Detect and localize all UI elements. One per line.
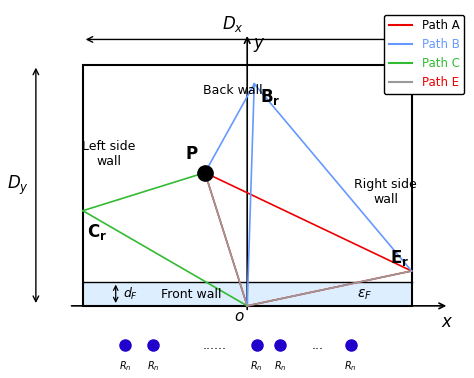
Text: Back wall: Back wall — [203, 84, 263, 97]
Text: $\mathbf{B_r}$: $\mathbf{B_r}$ — [260, 87, 281, 107]
Text: $R_n$: $R_n$ — [147, 359, 160, 373]
Text: ......: ...... — [202, 339, 226, 352]
Text: $R_n$: $R_n$ — [274, 359, 286, 373]
Text: $\mathbf{E_r}$: $\mathbf{E_r}$ — [390, 248, 409, 268]
Text: $y$: $y$ — [253, 36, 265, 54]
Text: ...: ... — [311, 339, 324, 352]
Text: Front wall: Front wall — [161, 288, 221, 301]
Text: $D_y$: $D_y$ — [7, 174, 29, 197]
Legend: Path A, Path B, Path C, Path E: Path A, Path B, Path C, Path E — [384, 15, 465, 94]
Text: $R_n$: $R_n$ — [344, 359, 357, 373]
Polygon shape — [83, 282, 411, 306]
Text: P: P — [186, 145, 198, 163]
Text: $\mathbf{C_r}$: $\mathbf{C_r}$ — [87, 222, 107, 242]
Text: $D_x$: $D_x$ — [222, 14, 244, 34]
Text: $R_n$: $R_n$ — [119, 359, 131, 373]
Text: Left side
wall: Left side wall — [82, 140, 136, 168]
Text: $R_n$: $R_n$ — [250, 359, 263, 373]
Text: $\varepsilon_F$: $\varepsilon_F$ — [357, 288, 372, 302]
Text: $d_F$: $d_F$ — [123, 286, 138, 302]
Text: Right side
wall: Right side wall — [355, 178, 417, 206]
Text: $x$: $x$ — [440, 313, 453, 332]
Text: $o$: $o$ — [234, 309, 245, 324]
